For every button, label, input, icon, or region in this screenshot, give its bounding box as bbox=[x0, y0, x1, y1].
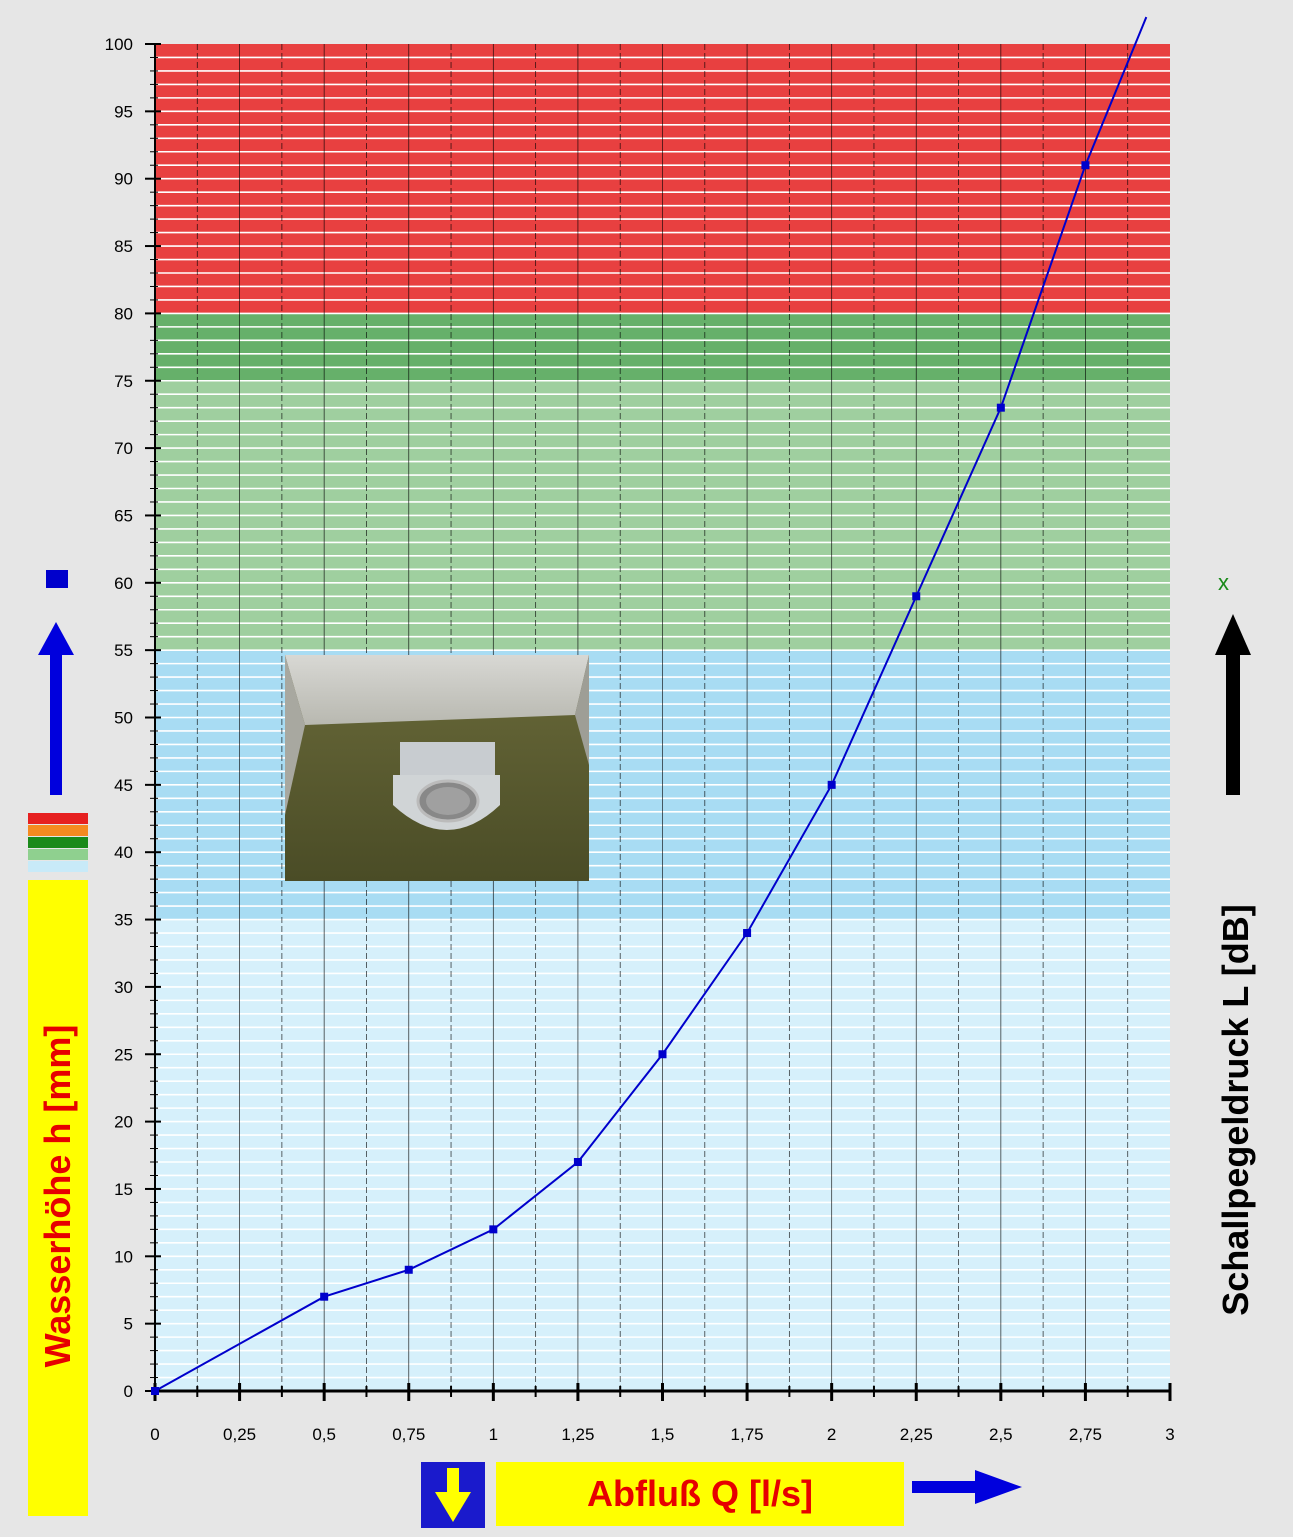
y-tick-label: 100 bbox=[105, 35, 133, 54]
y-axis-label-box bbox=[28, 880, 88, 1516]
y-axis-label: Wasserhöhe h [mm] bbox=[37, 1024, 78, 1368]
y-tick-label: 30 bbox=[114, 978, 133, 997]
y-tick-label: 85 bbox=[114, 237, 133, 256]
y-tick-label: 40 bbox=[114, 843, 133, 862]
y-tick-label: 20 bbox=[114, 1113, 133, 1132]
x-tick-label: 3 bbox=[1165, 1425, 1174, 1444]
y-tick-label: 90 bbox=[114, 170, 133, 189]
y-tick-label: 25 bbox=[114, 1045, 133, 1064]
x-axis-label: Abfluß Q [l/s] bbox=[587, 1473, 813, 1514]
y2-marker: x bbox=[1218, 570, 1229, 595]
data-point bbox=[489, 1225, 498, 1234]
data-point bbox=[912, 592, 921, 601]
y-tick-label: 80 bbox=[114, 304, 133, 323]
series-line bbox=[154, 16, 1148, 1392]
y-tick-label: 10 bbox=[114, 1247, 133, 1266]
arrow-right-icon bbox=[912, 1470, 1022, 1504]
axes bbox=[145, 43, 1172, 1401]
x-tick-label: 1,75 bbox=[731, 1425, 764, 1444]
floor-drain-photo bbox=[285, 655, 589, 881]
tick-labels: 0510152025303540455055606570758085909510… bbox=[105, 35, 1175, 1444]
x-tick-label: 0 bbox=[150, 1425, 159, 1444]
x-tick-label: 2,25 bbox=[900, 1425, 933, 1444]
data-point bbox=[320, 1292, 329, 1301]
data-point bbox=[743, 929, 752, 938]
x-tick-label: 0,75 bbox=[392, 1425, 425, 1444]
x-tick-label: 2,5 bbox=[989, 1425, 1013, 1444]
y-tick-label: 45 bbox=[114, 776, 133, 795]
y-tick-label: 5 bbox=[124, 1315, 133, 1334]
series-marker-square bbox=[46, 570, 68, 588]
y-tick-label: 0 bbox=[124, 1382, 133, 1401]
data-point bbox=[996, 403, 1005, 412]
data-point bbox=[404, 1265, 413, 1274]
data-point bbox=[151, 1387, 159, 1395]
y-tick-label: 65 bbox=[114, 506, 133, 525]
x-tick-label: 0,25 bbox=[223, 1425, 256, 1444]
data-series bbox=[151, 16, 1148, 1395]
x-tick-label: 2 bbox=[827, 1425, 836, 1444]
x-tick-label: 2,75 bbox=[1069, 1425, 1102, 1444]
y-tick-label: 15 bbox=[114, 1180, 133, 1199]
data-point bbox=[658, 1050, 667, 1059]
y-tick-label: 95 bbox=[114, 102, 133, 121]
x-axis-label-box: Abfluß Q [l/s] bbox=[496, 1462, 904, 1526]
arrow-up-icon bbox=[1215, 614, 1251, 795]
arrow-down-icon bbox=[421, 1462, 485, 1528]
data-point bbox=[827, 780, 836, 789]
arrow-up-icon bbox=[38, 622, 74, 795]
y-tick-label: 50 bbox=[114, 709, 133, 728]
x-tick-label: 1,25 bbox=[561, 1425, 594, 1444]
data-point bbox=[573, 1158, 582, 1167]
y-tick-label: 70 bbox=[114, 439, 133, 458]
data-point bbox=[1081, 161, 1090, 170]
y-tick-label: 35 bbox=[114, 911, 133, 930]
y-tick-label: 55 bbox=[114, 641, 133, 660]
x-tick-label: 1 bbox=[489, 1425, 498, 1444]
y-tick-label: 75 bbox=[114, 372, 133, 391]
x-tick-label: 0,5 bbox=[312, 1425, 336, 1444]
y-tick-label: 60 bbox=[114, 574, 133, 593]
color-scale-strip bbox=[28, 813, 88, 880]
x-tick-label: 1,5 bbox=[651, 1425, 675, 1444]
y2-axis-label: Schallpegeldruck L [dB] bbox=[1215, 904, 1256, 1316]
